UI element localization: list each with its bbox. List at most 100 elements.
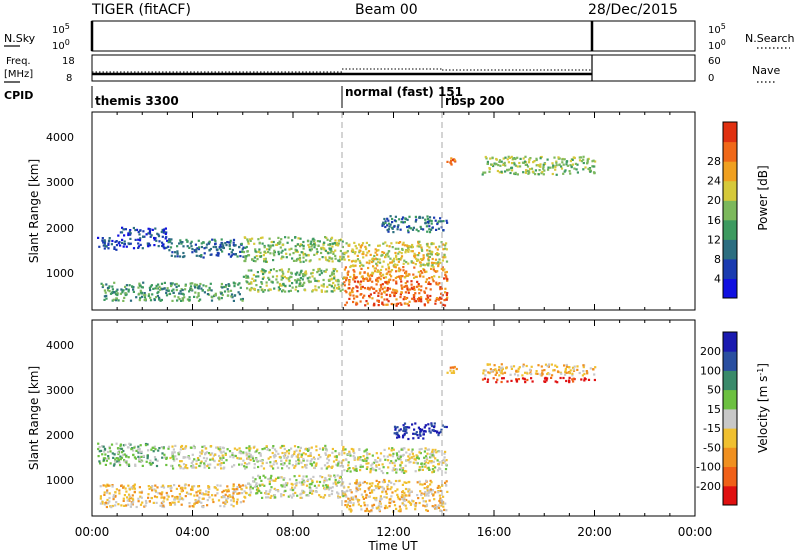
power-cell — [388, 225, 391, 228]
vel-cell — [110, 443, 114, 446]
power-cell — [373, 291, 376, 294]
power-cell — [552, 164, 555, 167]
vel-cell — [357, 482, 360, 485]
power-cell — [295, 249, 298, 252]
vel-cell — [191, 453, 194, 456]
vel-cell — [270, 479, 273, 482]
power-cell — [401, 275, 404, 278]
vel-cell — [366, 466, 369, 469]
vel-cell — [363, 490, 366, 493]
vel-cell — [188, 457, 191, 460]
power-cell — [354, 264, 357, 267]
vel-cell — [182, 447, 185, 450]
power-cell — [191, 282, 194, 285]
vel-cell — [389, 501, 392, 505]
vel-cell — [294, 482, 297, 486]
vel-cell — [498, 366, 501, 369]
vel-cell — [313, 484, 316, 487]
vel-cell — [224, 493, 227, 496]
vel-cell — [375, 465, 378, 468]
power-cell — [381, 224, 384, 227]
power-cell — [420, 258, 423, 261]
vel-cell — [302, 491, 305, 494]
vel-cell — [431, 448, 434, 451]
vel-cell — [274, 477, 278, 480]
vel-cell — [379, 459, 382, 462]
vel-cell — [262, 467, 266, 470]
power-cell — [526, 165, 530, 168]
power-cell — [591, 160, 594, 163]
vel-cell — [373, 468, 376, 471]
power-cell — [108, 237, 111, 240]
vel-cell — [327, 488, 331, 491]
power-cell — [260, 289, 263, 292]
vel-cell — [225, 499, 228, 502]
vel-cell — [400, 448, 403, 451]
vel-cell — [390, 481, 393, 484]
vel-cell — [544, 363, 548, 366]
vel-cell — [302, 452, 305, 455]
vel-cell — [288, 462, 291, 465]
power-cell — [128, 230, 131, 233]
power-cell — [446, 292, 449, 295]
vel-cell — [498, 374, 501, 377]
vel-cell — [418, 448, 421, 451]
vel-cell — [369, 467, 372, 471]
vel-cell — [283, 462, 286, 465]
vel-cell — [271, 446, 274, 449]
vel-cell — [177, 500, 180, 503]
power-cell — [294, 248, 297, 251]
vel-cell — [125, 455, 128, 458]
vel-cell — [397, 435, 400, 438]
power-cell — [296, 290, 300, 293]
power-cell — [282, 256, 285, 259]
vel-cell — [375, 486, 378, 490]
vel-cell — [383, 448, 386, 451]
power-cell — [312, 239, 316, 242]
power-cell — [127, 242, 130, 245]
vel-cell — [293, 452, 296, 456]
vel-cell — [576, 365, 579, 368]
vel-cell — [513, 373, 517, 376]
power-cell — [376, 277, 379, 280]
vel-cell — [413, 428, 416, 431]
power-cell — [295, 280, 298, 283]
vel-cell — [337, 479, 340, 482]
power-cell — [324, 270, 327, 273]
power-cell — [419, 273, 422, 276]
vel-cell — [311, 481, 314, 484]
vel-cell — [332, 482, 335, 485]
power-cell — [147, 245, 150, 248]
vel-cell — [99, 502, 102, 505]
vel-cell — [324, 452, 327, 455]
vel-cell — [134, 457, 137, 460]
power-cell — [318, 273, 321, 276]
power-cell — [334, 279, 338, 282]
vel-cell — [302, 479, 305, 482]
vel-cell — [413, 503, 416, 506]
vel-cell — [404, 504, 407, 507]
power-cell — [181, 299, 185, 302]
power-cell — [127, 233, 130, 237]
vel-cell — [153, 456, 157, 459]
power-cell — [376, 258, 379, 261]
vel-cell — [295, 460, 298, 463]
power-cell — [401, 243, 404, 246]
power-cell — [348, 283, 351, 286]
power-cell — [373, 302, 376, 305]
power-cell — [377, 249, 380, 252]
power-cell — [102, 241, 105, 244]
vel-cell — [289, 488, 292, 491]
power-cell — [268, 278, 271, 281]
power-cell — [499, 164, 502, 167]
vel-cell — [407, 490, 410, 493]
vel-cell — [243, 465, 246, 468]
vel-cell — [438, 499, 441, 503]
power-cell — [345, 301, 348, 304]
power-cell — [555, 164, 558, 167]
vel-cell — [354, 495, 357, 498]
power-cell — [149, 232, 152, 235]
vel-cell — [355, 497, 358, 500]
vel-cell — [427, 423, 430, 426]
vel-cell — [231, 496, 234, 499]
